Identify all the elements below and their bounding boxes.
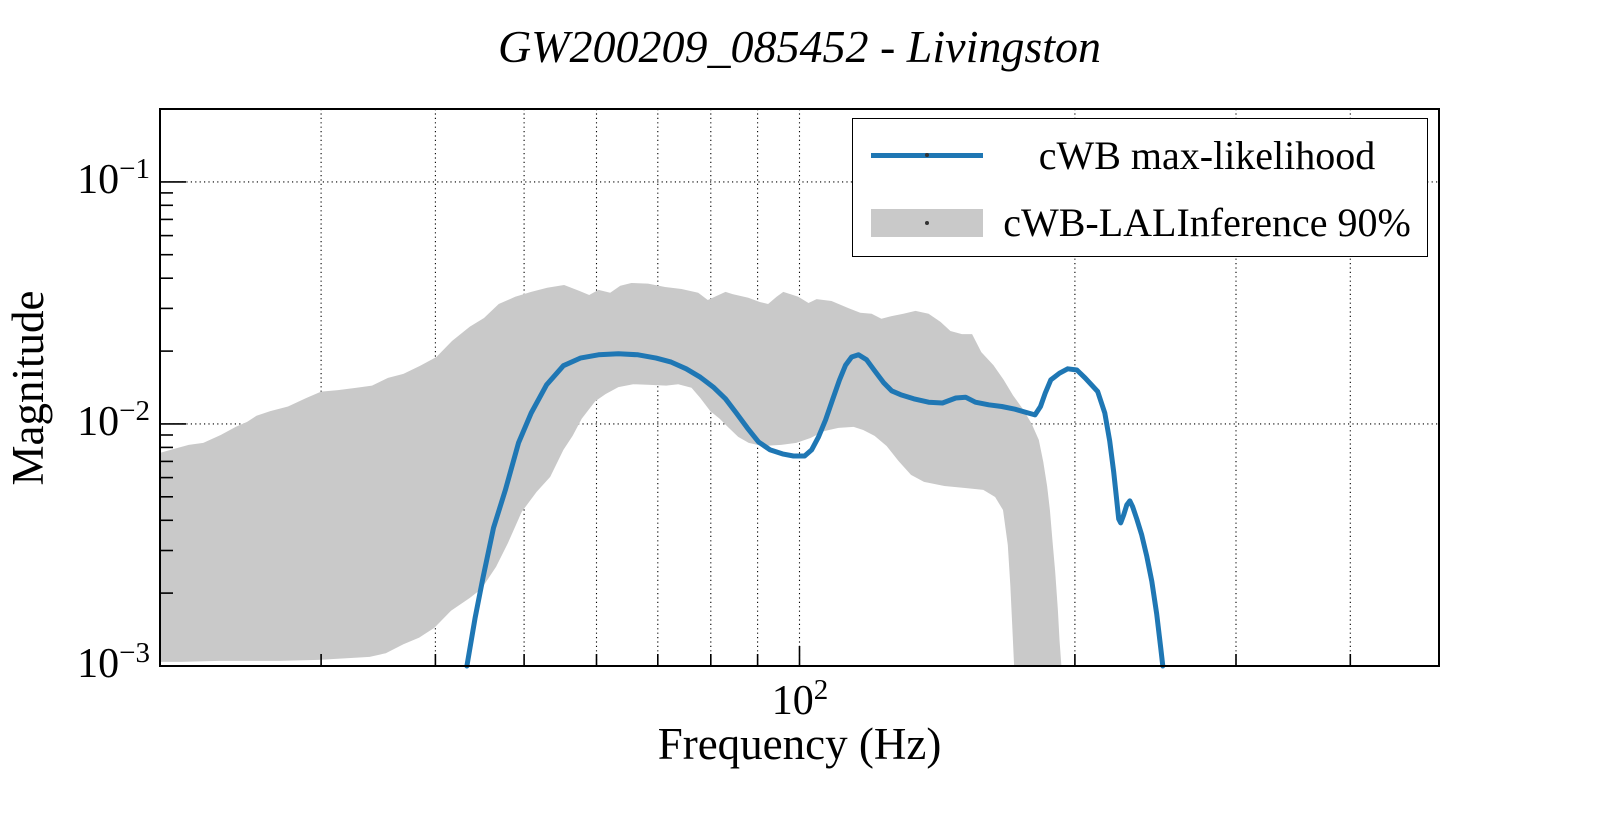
line-cwb-max-likelihood (464, 351, 1166, 669)
legend-line-swatch (871, 153, 983, 158)
y-tick-label-1e-3: 10−3 (77, 637, 150, 687)
legend-marker-dot (925, 221, 929, 225)
y-axis-label: Magnitude (3, 290, 53, 486)
legend-patch-swatch (871, 209, 983, 237)
band-cwb-lalinference-90 (160, 283, 1062, 666)
x-tick-label-100: 102 (771, 674, 829, 724)
figure-title: GW200209_085452 - Livingston (497, 21, 1102, 72)
y-tick-label-1e-1: 10−1 (77, 153, 150, 203)
legend-marker-dot (925, 153, 929, 157)
legend: cWB max-likelihood cWB-LALInference 90% (852, 118, 1428, 257)
legend-item-cwb-lalinference-90: cWB-LALInference 90% (1003, 200, 1411, 245)
legend-item-cwb-max-likelihood: cWB max-likelihood (1038, 133, 1376, 178)
y-tick-label-1e-2: 10−2 (77, 395, 150, 445)
x-axis-label: Frequency (Hz) (657, 719, 942, 769)
